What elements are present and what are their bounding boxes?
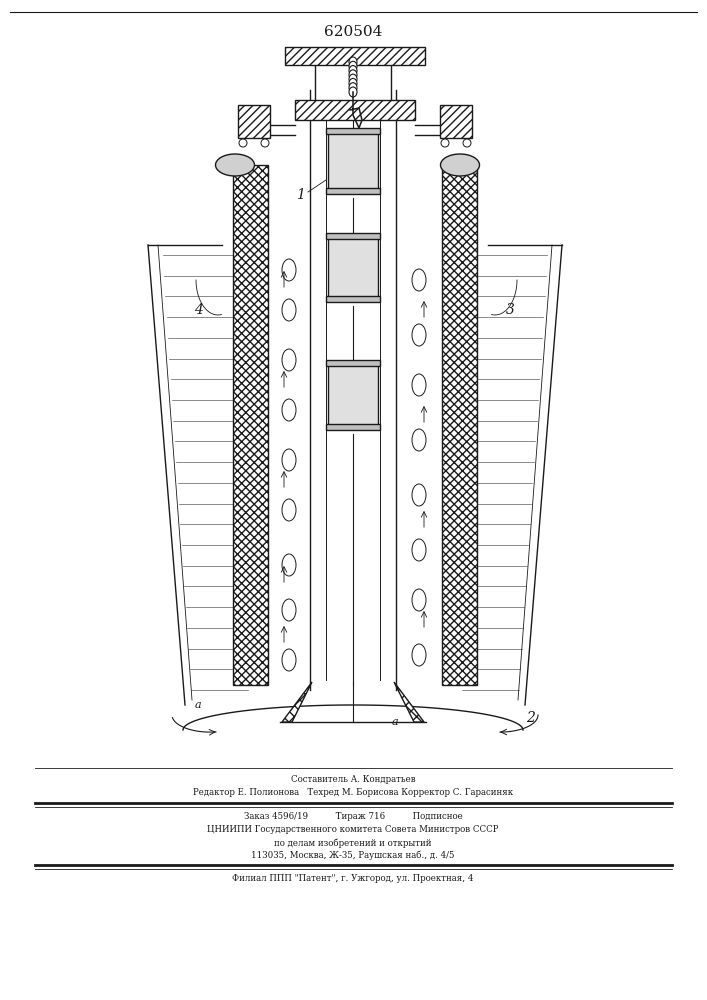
Text: a: a — [194, 700, 201, 710]
Bar — [295, 100, 415, 120]
Bar — [238, 105, 270, 138]
Ellipse shape — [349, 66, 357, 76]
Text: a: a — [392, 717, 398, 727]
Bar — [442, 165, 477, 685]
Ellipse shape — [349, 70, 357, 80]
Circle shape — [441, 139, 449, 147]
Ellipse shape — [349, 57, 357, 67]
Ellipse shape — [412, 324, 426, 346]
Ellipse shape — [282, 399, 296, 421]
Ellipse shape — [282, 259, 296, 281]
Text: 4: 4 — [194, 303, 202, 317]
Ellipse shape — [412, 539, 426, 561]
Text: Заказ 4596/19          Тираж 716          Подписное: Заказ 4596/19 Тираж 716 Подписное — [244, 812, 462, 821]
Ellipse shape — [282, 349, 296, 371]
Circle shape — [261, 139, 269, 147]
Ellipse shape — [412, 429, 426, 451]
Ellipse shape — [349, 74, 357, 84]
Bar — [285, 47, 425, 65]
Bar — [440, 105, 472, 138]
Ellipse shape — [412, 269, 426, 291]
Ellipse shape — [440, 154, 479, 176]
Ellipse shape — [412, 589, 426, 611]
Bar — [326, 424, 380, 430]
Bar — [328, 235, 378, 300]
Text: 620504: 620504 — [324, 25, 382, 39]
Ellipse shape — [282, 554, 296, 576]
Polygon shape — [282, 682, 312, 722]
Ellipse shape — [349, 83, 357, 93]
Bar — [326, 128, 380, 134]
Ellipse shape — [282, 649, 296, 671]
Bar — [442, 165, 477, 685]
Bar — [238, 105, 270, 138]
Ellipse shape — [412, 644, 426, 666]
Text: ЦНИИПИ Государственного комитета Совета Министров СССР: ЦНИИПИ Государственного комитета Совета … — [207, 825, 498, 834]
Text: Филиал ППП "Патент", г. Ужгород, ул. Проектная, 4: Филиал ППП "Патент", г. Ужгород, ул. Про… — [233, 874, 474, 883]
Text: 2: 2 — [525, 711, 534, 725]
Bar — [233, 165, 268, 685]
Ellipse shape — [412, 374, 426, 396]
Ellipse shape — [412, 484, 426, 506]
Polygon shape — [394, 682, 424, 722]
Bar — [326, 188, 380, 194]
Text: Составитель А. Кондратьев: Составитель А. Кондратьев — [291, 775, 415, 784]
Ellipse shape — [216, 154, 255, 176]
Text: 1: 1 — [296, 188, 305, 202]
Bar — [326, 233, 380, 239]
Text: по делам изобретений и открытий: по делам изобретений и открытий — [274, 838, 432, 848]
Bar — [440, 105, 472, 138]
Bar — [233, 165, 268, 685]
Text: Редактор Е. Полионова   Техред М. Борисова Корректор С. Гарасиняк: Редактор Е. Полионова Техред М. Борисова… — [193, 788, 513, 797]
Bar — [328, 130, 378, 192]
Ellipse shape — [282, 299, 296, 321]
Text: 113035, Москва, Ж-35, Раушская наб., д. 4/5: 113035, Москва, Ж-35, Раушская наб., д. … — [251, 851, 455, 860]
Ellipse shape — [282, 599, 296, 621]
Bar — [326, 360, 380, 366]
Circle shape — [239, 139, 247, 147]
Bar — [295, 100, 415, 120]
Ellipse shape — [349, 87, 357, 97]
Ellipse shape — [349, 78, 357, 88]
Text: 3: 3 — [506, 303, 515, 317]
Ellipse shape — [349, 61, 357, 71]
Bar — [328, 362, 378, 428]
Bar — [326, 296, 380, 302]
Bar — [285, 47, 425, 65]
Ellipse shape — [282, 449, 296, 471]
Ellipse shape — [282, 499, 296, 521]
Circle shape — [463, 139, 471, 147]
